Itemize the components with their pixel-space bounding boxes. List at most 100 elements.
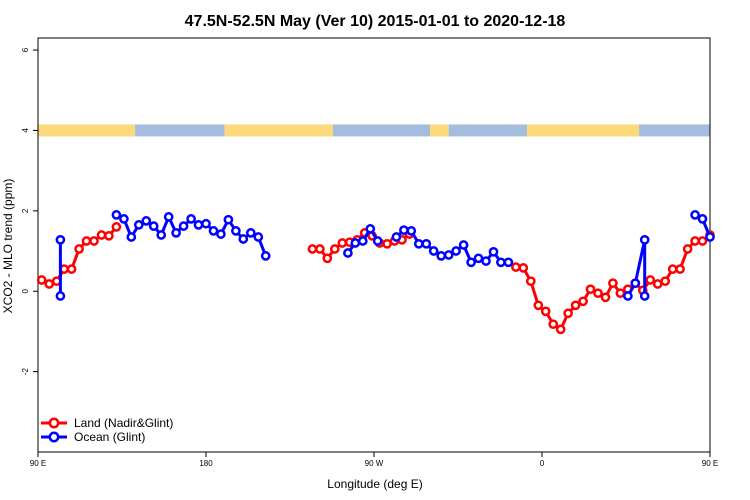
data-point bbox=[608, 278, 618, 289]
data-point bbox=[697, 236, 708, 246]
strip-segment-land bbox=[430, 124, 449, 137]
strip-segment-land bbox=[38, 124, 136, 137]
data-point bbox=[682, 244, 693, 254]
data-point bbox=[253, 232, 264, 242]
y-tick-label: -2 bbox=[21, 368, 30, 376]
data-point bbox=[55, 234, 66, 245]
data-point bbox=[178, 221, 189, 231]
data-point bbox=[307, 244, 318, 254]
x-tick-label: 180 bbox=[199, 459, 213, 468]
data-point bbox=[111, 222, 122, 232]
data-point bbox=[645, 275, 656, 285]
y-tick-label: 6 bbox=[21, 47, 30, 52]
data-point bbox=[372, 236, 383, 246]
data-point bbox=[511, 262, 521, 272]
strip-segment-ocean bbox=[135, 124, 225, 137]
strip-segment-ocean bbox=[448, 124, 528, 137]
data-point bbox=[540, 306, 551, 317]
strip-segment-ocean bbox=[639, 124, 710, 137]
data-point bbox=[81, 236, 92, 246]
series-layer bbox=[36, 210, 715, 335]
data-point bbox=[667, 264, 678, 274]
legend-land-label: Land (Nadir&Glint) bbox=[74, 416, 173, 430]
data-point bbox=[193, 220, 204, 230]
data-point bbox=[171, 228, 181, 238]
data-point bbox=[66, 264, 77, 274]
data-point bbox=[481, 256, 491, 266]
data-point bbox=[201, 218, 211, 229]
data-point bbox=[245, 228, 256, 238]
y-axis-label: XCO2 - MLO trend (ppm) bbox=[1, 179, 15, 314]
data-point bbox=[451, 246, 461, 256]
y-tick-label: 4 bbox=[21, 128, 30, 133]
data-point bbox=[503, 257, 514, 268]
data-point bbox=[74, 244, 84, 254]
series-line bbox=[626, 238, 647, 297]
legend: Land (Nadir&Glint) Ocean (Glint) bbox=[41, 416, 173, 444]
data-point bbox=[260, 251, 271, 261]
data-point bbox=[675, 264, 685, 274]
data-point bbox=[208, 226, 219, 236]
data-point bbox=[406, 226, 417, 236]
data-point bbox=[639, 291, 650, 301]
data-point bbox=[238, 234, 249, 244]
strip-segment-land bbox=[527, 124, 640, 137]
legend-land-marker bbox=[48, 417, 60, 429]
data-point bbox=[399, 225, 409, 235]
data-point bbox=[329, 244, 340, 254]
data-point bbox=[133, 220, 144, 230]
legend-ocean-label: Ocean (Glint) bbox=[74, 430, 145, 444]
data-point bbox=[443, 250, 454, 260]
data-point bbox=[382, 238, 392, 249]
data-point bbox=[660, 276, 671, 287]
data-point bbox=[690, 236, 700, 246]
y-tick-label: 2 bbox=[21, 208, 30, 213]
data-point bbox=[163, 212, 174, 222]
x-tick-label: 90 W bbox=[365, 459, 384, 468]
data-point bbox=[466, 257, 476, 268]
series-land bbox=[36, 222, 715, 335]
data-point bbox=[488, 246, 499, 257]
legend-ocean-marker bbox=[48, 431, 60, 443]
data-point bbox=[413, 238, 424, 249]
data-point bbox=[563, 308, 573, 319]
x-tick-label: 90 E bbox=[702, 459, 718, 468]
data-point bbox=[231, 226, 241, 236]
data-point bbox=[525, 276, 536, 287]
data-point bbox=[555, 324, 566, 335]
data-point bbox=[148, 221, 159, 231]
series-ocean bbox=[55, 210, 715, 301]
data-point bbox=[436, 251, 447, 261]
y-tick-label: 0 bbox=[21, 288, 30, 293]
data-point bbox=[89, 236, 99, 246]
data-point bbox=[570, 300, 581, 311]
data-point bbox=[652, 279, 663, 289]
data-point bbox=[44, 279, 55, 289]
x-tick-label: 0 bbox=[540, 459, 545, 468]
data-point bbox=[697, 214, 708, 224]
data-point bbox=[343, 248, 353, 258]
data-point bbox=[322, 253, 333, 264]
data-point bbox=[104, 230, 114, 241]
data-point bbox=[315, 244, 325, 254]
data-point bbox=[36, 275, 47, 285]
data-point bbox=[639, 234, 650, 245]
data-point bbox=[337, 238, 348, 248]
data-point bbox=[186, 214, 196, 224]
data-point bbox=[216, 229, 226, 239]
data-point bbox=[705, 232, 715, 242]
data-point bbox=[623, 291, 633, 301]
data-point bbox=[96, 230, 107, 240]
data-point bbox=[548, 319, 559, 330]
data-point bbox=[496, 257, 506, 268]
data-point bbox=[421, 238, 432, 249]
data-point bbox=[533, 300, 544, 311]
data-point bbox=[391, 232, 402, 242]
data-point bbox=[458, 240, 469, 250]
strip-segment-land bbox=[224, 124, 333, 137]
data-point bbox=[357, 236, 368, 246]
data-point bbox=[585, 284, 596, 295]
data-point bbox=[600, 292, 611, 303]
ticks-layer: 90 E 180 90 W 0 90 E -2 0 2 4 6 bbox=[21, 47, 718, 468]
